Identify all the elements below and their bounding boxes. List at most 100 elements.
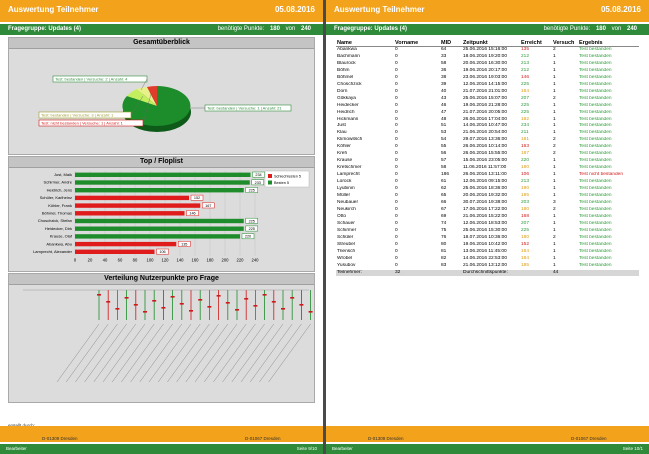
table-cell: 0 <box>395 227 398 233</box>
table-cell: 19.06.2016 21:28:00 <box>463 102 508 108</box>
topflop-bar-chart: 0 20 40 60 80 100 120 140 160 180 200 220 240 Just, M… <box>33 170 310 263</box>
table-cell: 225 <box>521 102 530 108</box>
question-label-placeholder <box>203 323 247 383</box>
table-cell: 1 <box>553 123 556 129</box>
table-cell: 0 <box>395 193 398 199</box>
question-marker <box>179 303 184 305</box>
table-cell: 0 <box>395 262 398 268</box>
table-row: Kreh 0 56 26.06.2016 15:55:00 187 2 Test besta… <box>336 151 639 158</box>
footer-bottom-bar: Bearbeiter Seite 9/10 <box>0 444 323 454</box>
page-gutter <box>323 0 326 454</box>
table-cell: 1 <box>553 60 556 66</box>
table-cell: 14.06.2016 22:53:00 <box>463 255 508 261</box>
table-cell: 43 <box>441 95 447 101</box>
table-cell: Köhler <box>337 144 351 150</box>
summary-cell <box>578 269 639 277</box>
table-cell: 146 <box>521 74 530 80</box>
table-row: Yusubov 0 83 21.06.2016 13:12:00 185 1 Test be… <box>336 263 639 270</box>
table-cell: 53 <box>441 130 447 136</box>
x-tick-label: 40 <box>103 258 108 263</box>
points-of: von <box>285 26 296 32</box>
table-cell: 30.07.2016 19:38:00 <box>463 199 508 205</box>
table-cell: 82 <box>441 255 447 261</box>
table-cell: 0 <box>395 220 398 226</box>
table-cell: Test nicht bestanden <box>579 172 624 178</box>
topflop-title: Top / Floplist <box>139 158 184 165</box>
pie-slice-versuche-3 <box>137 87 157 106</box>
table-cell: 106 <box>521 172 530 178</box>
question-label-placeholder <box>93 323 137 383</box>
table-cell: 163 <box>521 144 530 150</box>
table-cell: 21.06.2016 13:12:00 <box>463 262 508 268</box>
bar <box>75 195 189 201</box>
table-cell: Klau <box>337 130 347 136</box>
table-cell: 1 <box>553 74 556 80</box>
table-cell: 64 <box>441 47 447 52</box>
table-row: Abankwa 0 64 25.06.2016 15:16:00 135 2 Test be… <box>336 47 639 54</box>
table-cell: Bachmann <box>337 53 360 59</box>
table-cell: Just <box>337 123 346 129</box>
data-label: 106 <box>159 250 165 254</box>
table-cell: Wrobel <box>337 255 353 261</box>
x-tick-label: 100 <box>147 258 155 263</box>
table-row: Klimowitsch 0 54 29.07.2016 13:36:00 181 2 Tes… <box>336 137 639 144</box>
data-label: 220 <box>245 235 251 239</box>
table-cell: 33 <box>441 53 447 59</box>
question-label-placeholder <box>148 323 192 383</box>
points-info: benötigte Punkte: 180 von 240 <box>544 26 641 32</box>
table-cell: Abankwa <box>337 47 357 52</box>
table-cell: Test bestanden <box>579 248 612 254</box>
table-cell: 74 <box>441 220 447 226</box>
distribution-title: Verteilung Nutzerpunkte pro Frage <box>104 275 219 282</box>
table-cell: 39 <box>441 81 447 87</box>
question-label-placeholder <box>213 323 256 383</box>
table-cell: Neubauer <box>337 199 359 205</box>
table-cell: 55 <box>441 144 447 150</box>
question-marker <box>198 299 203 301</box>
question-label-placeholder <box>167 323 210 383</box>
report-title: Auswertung Teilnehmer <box>8 5 99 14</box>
question-label-placeholder <box>259 323 302 383</box>
table-cell: 25.06.2016 18:36:00 <box>463 186 508 192</box>
table-row: Bachmann 0 33 18.06.2016 19:20:00 212 1 Test b… <box>336 54 639 61</box>
table-cell: 18.06.2016 19:20:00 <box>463 53 508 59</box>
table-cell: Test bestanden <box>579 199 612 205</box>
question-label-placeholder <box>222 323 265 383</box>
table-cell: Test bestanden <box>579 123 612 129</box>
category-label: Choschzick, Stefan <box>38 218 72 223</box>
table-cell: 3 <box>553 199 556 205</box>
category-label: Schirmer, Andre <box>44 180 73 185</box>
table-cell: 0 <box>395 60 398 66</box>
table-cell: 213 <box>521 179 530 185</box>
table-row: Just 0 51 14.06.2016 10:47:00 234 1 Test besta… <box>336 123 639 130</box>
table-cell: 0 <box>395 158 398 164</box>
points-needed: 180 <box>269 26 280 32</box>
table-cell: 2 <box>553 151 556 157</box>
table-cell: Lamprecht <box>337 172 360 178</box>
summary-cell: 44 <box>552 269 578 277</box>
table-cell: 12.06.2016 09:15:00 <box>463 179 508 185</box>
table-cell: Böhm <box>337 67 350 73</box>
table-cell: 185 <box>521 193 530 199</box>
category-label: Abankwa, Abu <box>46 241 72 246</box>
table-row: Streubel 0 80 19.06.2016 10:42:00 152 1 Test b… <box>336 242 639 249</box>
table-cell: 21.07.2016 21:01:00 <box>463 88 508 94</box>
data-label: 225 <box>249 219 255 223</box>
table-cell: 187 <box>521 151 530 157</box>
category-label: Heidrich, Jens <box>47 187 72 192</box>
table-cell: 0 <box>395 53 398 59</box>
summary-cell: Durchschnittspunkte: <box>462 269 520 277</box>
footer-left-address: D-01309 Dresden <box>368 436 404 441</box>
question-label-placeholder <box>130 323 173 383</box>
table-cell: 1 <box>553 255 556 261</box>
table-cell: Test bestanden <box>579 81 612 87</box>
legend-swatch <box>268 174 272 178</box>
question-marker <box>124 297 129 299</box>
category-label: Krause, Olaf <box>50 234 73 239</box>
footer-address-bar: D-01309 Dresden D-01067 Dresden <box>0 426 323 442</box>
table-cell: Blaurock <box>337 60 356 66</box>
table-row: Dorn 0 40 21.07.2016 21:01:00 184 1 Test besta… <box>336 89 639 96</box>
table-cell: Heidecker <box>337 102 359 108</box>
x-tick-label: 240 <box>252 258 260 263</box>
data-label-box <box>241 233 255 240</box>
